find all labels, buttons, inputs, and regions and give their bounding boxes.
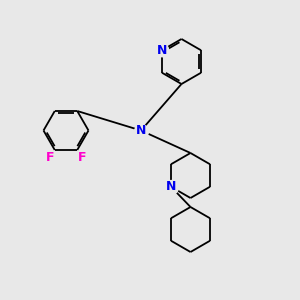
Text: N: N (157, 44, 167, 57)
Text: N: N (166, 180, 176, 193)
Text: N: N (136, 124, 146, 137)
Text: F: F (77, 151, 86, 164)
Text: F: F (46, 151, 55, 164)
